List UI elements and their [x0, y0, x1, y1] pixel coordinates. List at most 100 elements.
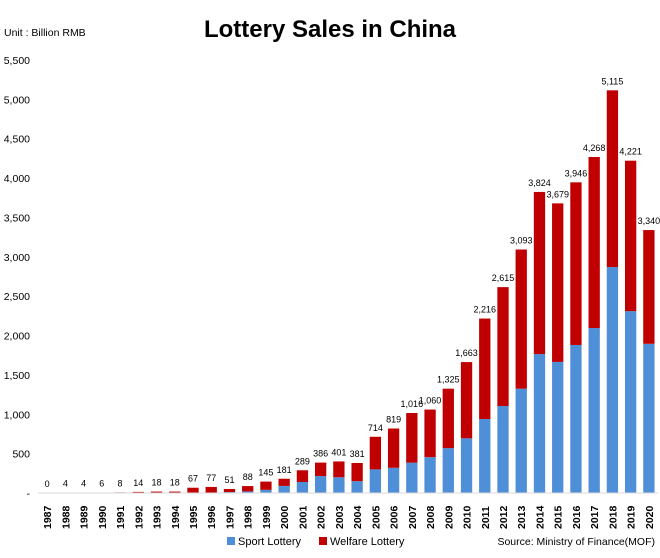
y-tick-label: 2,000 — [4, 331, 30, 343]
y-tick-label: 5,000 — [4, 94, 30, 106]
x-tick-label: 2015 — [553, 505, 565, 529]
x-tick-label: 1988 — [60, 505, 72, 529]
bar-sport-lottery — [333, 477, 345, 493]
x-tick-label: 2018 — [607, 505, 619, 529]
bar-welfare-lottery — [351, 463, 363, 482]
bar-welfare-lottery — [643, 230, 655, 344]
bar-sport-lottery — [460, 438, 473, 493]
bar-welfare-lottery — [515, 249, 527, 389]
x-tick-label: 1990 — [97, 505, 109, 529]
bar-total-label: 67 — [188, 474, 198, 484]
bar-welfare-lottery — [606, 90, 619, 268]
x-tick-label: 2003 — [334, 505, 346, 529]
bar-welfare-lottery — [369, 436, 382, 470]
bar-sport-lottery — [369, 469, 382, 493]
bar-welfare-lottery — [552, 203, 564, 362]
bar-total-label: 5,115 — [601, 76, 623, 86]
bar-total-label: 4,221 — [619, 147, 642, 157]
x-tick-label: 2007 — [407, 505, 419, 529]
bar-welfare-lottery — [588, 156, 600, 329]
bar-sport-lottery — [570, 344, 582, 493]
bar-welfare-lottery — [406, 413, 418, 463]
bar-welfare-lottery — [205, 486, 217, 493]
bar-total-label: 401 — [331, 447, 346, 457]
x-tick-label: 2006 — [389, 505, 401, 529]
bar-total-label: 4 — [63, 479, 68, 489]
bar-total-label: 381 — [350, 449, 365, 459]
bar-welfare-lottery — [333, 461, 345, 478]
bar-welfare-lottery — [223, 488, 236, 493]
y-tick-label: 4,500 — [4, 134, 30, 146]
bar-welfare-lottery — [260, 481, 272, 490]
bar-total-label: 51 — [224, 475, 234, 485]
bar-sport-lottery — [406, 462, 418, 493]
bar-welfare-lottery — [424, 409, 436, 458]
x-tick-label: 1997 — [224, 505, 236, 529]
bar-total-label: 2,615 — [492, 273, 515, 283]
bar-sport-lottery — [242, 491, 254, 493]
bar-welfare-lottery — [296, 470, 309, 482]
bar-total-label: 714 — [368, 423, 383, 433]
x-tick-label: 1987 — [42, 505, 54, 529]
x-tick-label: 2012 — [498, 505, 510, 529]
legend-swatch-welfare — [319, 537, 327, 545]
x-tick-label: 1994 — [170, 505, 182, 529]
bar-welfare-lottery — [187, 487, 199, 493]
bar-sport-lottery — [588, 328, 600, 493]
bar-sport-lottery — [387, 467, 400, 493]
x-tick-label: 1989 — [79, 505, 91, 529]
bar-welfare-lottery — [533, 191, 546, 355]
x-tick-label: 1991 — [115, 505, 127, 529]
x-tick-label: 2010 — [462, 505, 474, 529]
y-tick-label: 4,000 — [4, 173, 30, 185]
bar-welfare-lottery — [460, 362, 473, 439]
x-tick-label: 2020 — [644, 505, 656, 529]
bar-total-label: 14 — [133, 478, 143, 488]
bar-welfare-lottery — [497, 287, 509, 407]
bar-sport-lottery — [479, 419, 491, 493]
y-tick-label: 1,500 — [4, 370, 30, 382]
bar-total-label: 3,946 — [565, 168, 588, 178]
x-tick-label: 1996 — [206, 505, 218, 529]
x-tick-label: 2019 — [626, 505, 638, 529]
bar-welfare-lottery — [442, 388, 454, 449]
bar-welfare-lottery — [387, 428, 400, 468]
bar-welfare-lottery — [278, 478, 290, 486]
bar-total-label: 289 — [295, 456, 310, 466]
bar-sport-lottery — [278, 485, 290, 493]
bar-total-label: 3,824 — [528, 178, 551, 188]
bar-total-label: 3,093 — [510, 236, 533, 246]
x-tick-label: 2014 — [534, 505, 546, 529]
legend: Sport Lottery Welfare Lottery — [227, 536, 405, 548]
bar-sport-lottery — [260, 489, 272, 493]
unit-label: Unit : Billion RMB — [4, 27, 86, 39]
y-tick-label: 3,000 — [4, 252, 30, 264]
legend-label-sport: Sport Lottery — [238, 536, 301, 548]
y-axis: - 500 1,000 1,500 2,000 2,500 3,000 3,500 4,000 4… — [4, 55, 31, 500]
x-tick-label: 2011 — [480, 506, 492, 529]
bar-total-label: 181 — [277, 465, 292, 475]
y-tick-label: 3,500 — [4, 212, 30, 224]
bar-total-label: 8 — [118, 478, 123, 488]
bar-sport-lottery — [442, 448, 454, 493]
bar-total-label: 1,060 — [419, 396, 442, 406]
bar-sport-lottery — [552, 361, 564, 493]
bar-total-label: 1,325 — [437, 375, 460, 385]
bar-total-label: 88 — [243, 472, 253, 482]
x-tick-label: 2004 — [352, 505, 364, 529]
bar-welfare-lottery — [624, 160, 637, 312]
bar-sport-lottery — [533, 354, 546, 493]
x-tick-label: 1993 — [152, 505, 164, 529]
bar-total-label: 3,679 — [546, 189, 569, 199]
bar-total-label: 4 — [81, 479, 86, 489]
legend-swatch-sport — [227, 537, 235, 545]
bar-total-label: 386 — [313, 449, 328, 459]
bar-sport-lottery — [606, 267, 619, 493]
bar-sport-lottery — [296, 481, 309, 493]
bars — [59, 90, 655, 493]
bar-total-label: 1,016 — [401, 399, 424, 409]
x-tick-label: 2008 — [425, 505, 437, 529]
bar-sport-lottery — [624, 311, 637, 493]
